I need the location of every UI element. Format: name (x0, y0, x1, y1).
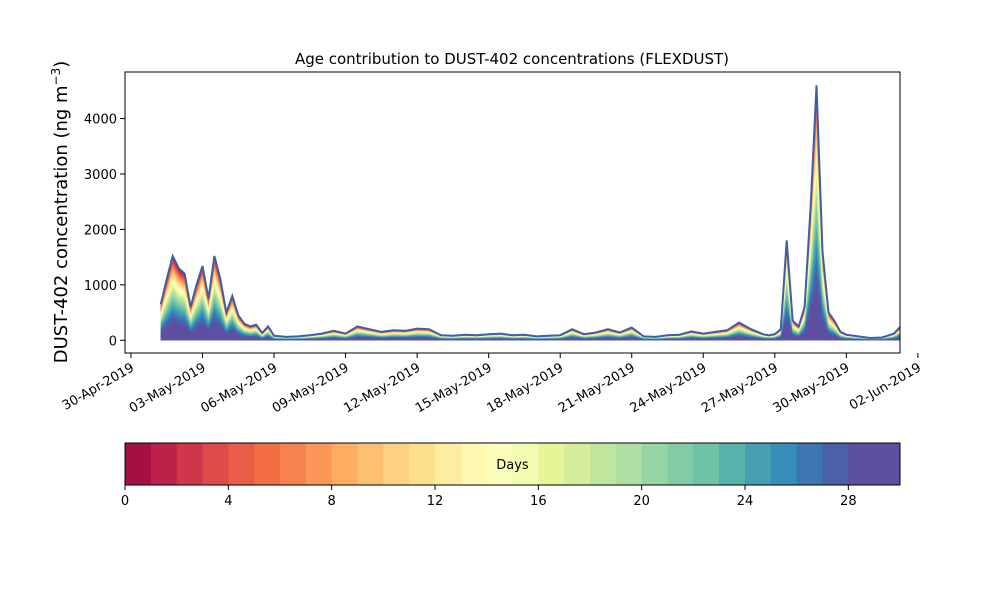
age-band-area-29 (160, 301, 901, 341)
colorbar-tick-label-3: 12 (427, 494, 444, 509)
colorbar-swatch-16 (538, 443, 565, 485)
colorbar-tick-label-2: 8 (328, 494, 336, 509)
colorbar-swatch-20 (641, 443, 668, 485)
colorbar-swatch-9 (357, 443, 384, 485)
colorbar-swatch-28 (848, 443, 875, 485)
chart-title: Age contribution to DUST-402 concentrati… (295, 50, 729, 68)
colorbar-swatch-8 (331, 443, 358, 485)
plot-frame (124, 71, 901, 354)
y-tick-label-4: 4000 (84, 113, 117, 128)
colorbar-tick-label-0: 0 (121, 494, 129, 509)
colorbar-swatch-3 (202, 443, 229, 485)
x-tick-label-1: 03-May-2019 (127, 360, 209, 416)
colorbar-swatch-22 (693, 443, 720, 485)
y-axis: 0 1000 2000 3000 4000 (84, 113, 125, 349)
x-tick-label-11: 02-Jun-2019 (847, 360, 924, 413)
colorbar: 0 4 8 12 16 20 24 28 Days (121, 442, 901, 509)
x-tick-label-3: 09-May-2019 (270, 360, 352, 416)
y-axis-label-group: DUST-402 concentration (ng m−3) (49, 61, 72, 364)
colorbar-swatch-14 (486, 443, 513, 485)
colorbar-swatch-4 (228, 443, 255, 485)
total-concentration-line (159, 85, 901, 340)
colorbar-swatch-12 (435, 443, 462, 485)
y-tick-label-2: 2000 (84, 223, 117, 238)
colorbar-swatch-10 (383, 443, 410, 485)
colorbar-swatch-21 (667, 443, 694, 485)
colorbar-swatch-1 (150, 443, 178, 485)
colorbar-tick-label-1: 4 (224, 494, 232, 509)
x-tick-label-0: 30-Apr-2019 (60, 360, 137, 413)
colorbar-swatch-6 (280, 443, 307, 485)
colorbar-swatch-13 (460, 443, 488, 485)
colorbar-swatch-24 (745, 443, 772, 485)
colorbar-swatch-27 (822, 443, 849, 485)
x-axis: 30-Apr-201903-May-201906-May-201909-May-… (60, 353, 924, 416)
y-tick-label-1: 1000 (84, 279, 117, 294)
x-tick-label-7: 21-May-2019 (556, 360, 638, 416)
colorbar-swatch-29 (874, 443, 901, 485)
x-tick-label-5: 15-May-2019 (413, 360, 495, 416)
y-axis-label: DUST-402 concentration (ng m−3) (49, 61, 72, 364)
x-tick-label-6: 18-May-2019 (485, 360, 567, 416)
colorbar-swatch-19 (615, 443, 643, 485)
colorbar-label: Days (496, 458, 529, 473)
colorbar-swatch-15 (512, 443, 539, 485)
colorbar-swatch-26 (796, 443, 823, 485)
colorbar-swatch-18 (590, 443, 617, 485)
y-tick-label-0: 0 (109, 334, 117, 349)
stacked-area-layers (160, 85, 901, 341)
x-tick-label-9: 27-May-2019 (699, 360, 781, 416)
colorbar-swatch-11 (409, 443, 436, 485)
colorbar-tick-label-6: 24 (737, 494, 754, 509)
x-tick-label-10: 30-May-2019 (771, 360, 853, 416)
x-tick-label-8: 24-May-2019 (628, 360, 710, 416)
colorbar-swatch-25 (770, 443, 798, 485)
colorbar-swatch-17 (564, 443, 591, 485)
colorbar-swatch-23 (719, 443, 746, 485)
colorbar-swatch-5 (254, 443, 281, 485)
colorbar-tick-label-7: 28 (840, 494, 857, 509)
colorbar-swatch-7 (305, 443, 333, 485)
y-axis-label-text: DUST-402 concentration (ng m (51, 85, 72, 363)
colorbar-swatch-2 (176, 443, 203, 485)
x-tick-label-2: 06-May-2019 (198, 360, 280, 416)
chart-title-group: Age contribution to DUST-402 concentrati… (295, 50, 729, 68)
colorbar-swatch-0 (125, 443, 152, 485)
total-concentration-line-group (159, 85, 901, 340)
colorbar-tick-label-5: 20 (633, 494, 650, 509)
colorbar-tick-label-4: 16 (530, 494, 547, 509)
y-axis-label-close: ) (51, 61, 72, 68)
colorbar-frame (124, 442, 901, 486)
y-axis-label-superscript: −3 (49, 68, 63, 86)
y-tick-label-3: 3000 (84, 168, 117, 183)
x-tick-label-4: 12-May-2019 (341, 360, 423, 416)
